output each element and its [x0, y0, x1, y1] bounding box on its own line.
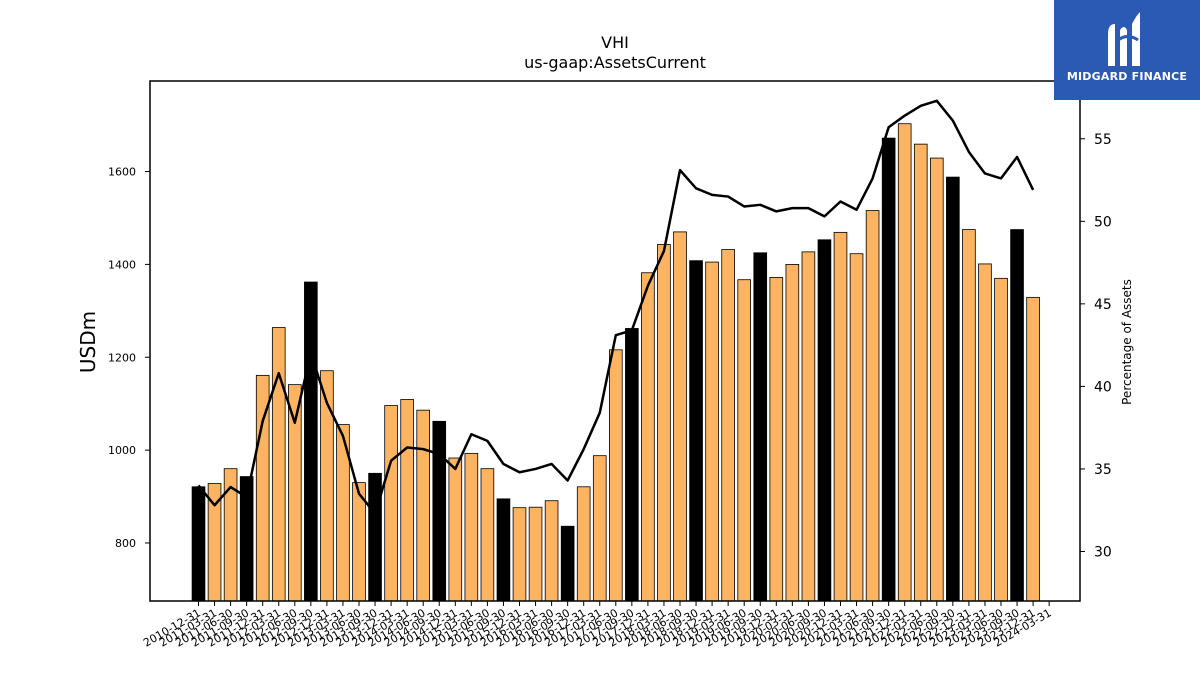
bar	[705, 261, 719, 602]
y-tick-label: 1000	[108, 444, 136, 457]
bar	[512, 507, 527, 602]
bar	[721, 249, 735, 602]
bar	[785, 263, 800, 602]
bar	[641, 272, 655, 602]
bar	[191, 486, 206, 602]
bar	[560, 525, 575, 602]
bar	[592, 455, 607, 602]
bar	[801, 251, 816, 602]
line-series	[197, 99, 1035, 515]
bar	[384, 405, 398, 602]
bar	[930, 157, 944, 602]
x-axis-ticks: 2010-12-312011-03-312011-06-302011-09-30…	[141, 601, 1054, 650]
bar	[881, 137, 896, 602]
bar	[287, 384, 302, 602]
bar	[609, 349, 623, 602]
bar	[849, 253, 864, 602]
bar	[368, 472, 382, 602]
logo-mark-icon	[1108, 12, 1140, 66]
y2-tick-label: 45	[1094, 297, 1112, 313]
bar	[962, 229, 976, 602]
bar	[978, 263, 992, 602]
bar	[833, 231, 848, 602]
bar	[657, 244, 671, 602]
logo-text: MIDGARD FINANCE	[1066, 70, 1188, 83]
bar	[448, 457, 463, 602]
bar	[689, 260, 703, 602]
y2-axis-label: Percentage of Assets	[1120, 279, 1134, 405]
chart-title: VHI	[601, 33, 629, 52]
y2-tick-label: 55	[1094, 132, 1112, 148]
y2-axis-ticks: 30 35 40 45 50 55	[1080, 132, 1112, 560]
bar	[817, 239, 832, 602]
bar	[946, 176, 960, 602]
y-axis-ticks: 800 1000 1200 1400 1600	[108, 166, 150, 550]
bar	[544, 500, 559, 602]
bar	[865, 210, 880, 602]
y-tick-label: 1200	[108, 351, 136, 364]
bar	[480, 468, 495, 602]
bar	[897, 123, 912, 602]
bar	[528, 506, 543, 602]
bar	[1026, 296, 1040, 602]
y2-tick-label: 30	[1094, 544, 1112, 560]
y-tick-label: 1600	[108, 166, 136, 179]
y-axis-label: USDm	[76, 311, 100, 373]
bar-series	[191, 123, 1040, 602]
y-tick-label: 1400	[108, 258, 136, 271]
bar	[464, 452, 479, 602]
bar	[271, 327, 286, 602]
bar	[576, 486, 591, 602]
bar	[625, 328, 639, 602]
bar	[737, 279, 751, 602]
percentage-line	[197, 99, 1035, 515]
bar	[400, 399, 414, 602]
bar	[769, 276, 784, 602]
y2-tick-label: 40	[1094, 379, 1112, 395]
bar	[673, 231, 687, 602]
bar	[1010, 229, 1024, 602]
y-tick-label: 800	[115, 537, 136, 550]
bar	[432, 420, 447, 602]
chart-subtitle: us-gaap:AssetsCurrent	[524, 53, 706, 72]
bar	[753, 252, 768, 602]
brand-logo: MIDGARD FINANCE	[1054, 0, 1200, 100]
bar	[304, 281, 318, 602]
plot-frame	[149, 80, 1081, 602]
bar	[913, 143, 928, 602]
bar	[416, 409, 430, 602]
bar	[496, 498, 511, 602]
bar	[994, 277, 1008, 602]
y2-tick-label: 35	[1094, 462, 1112, 478]
y2-tick-label: 50	[1094, 214, 1112, 230]
